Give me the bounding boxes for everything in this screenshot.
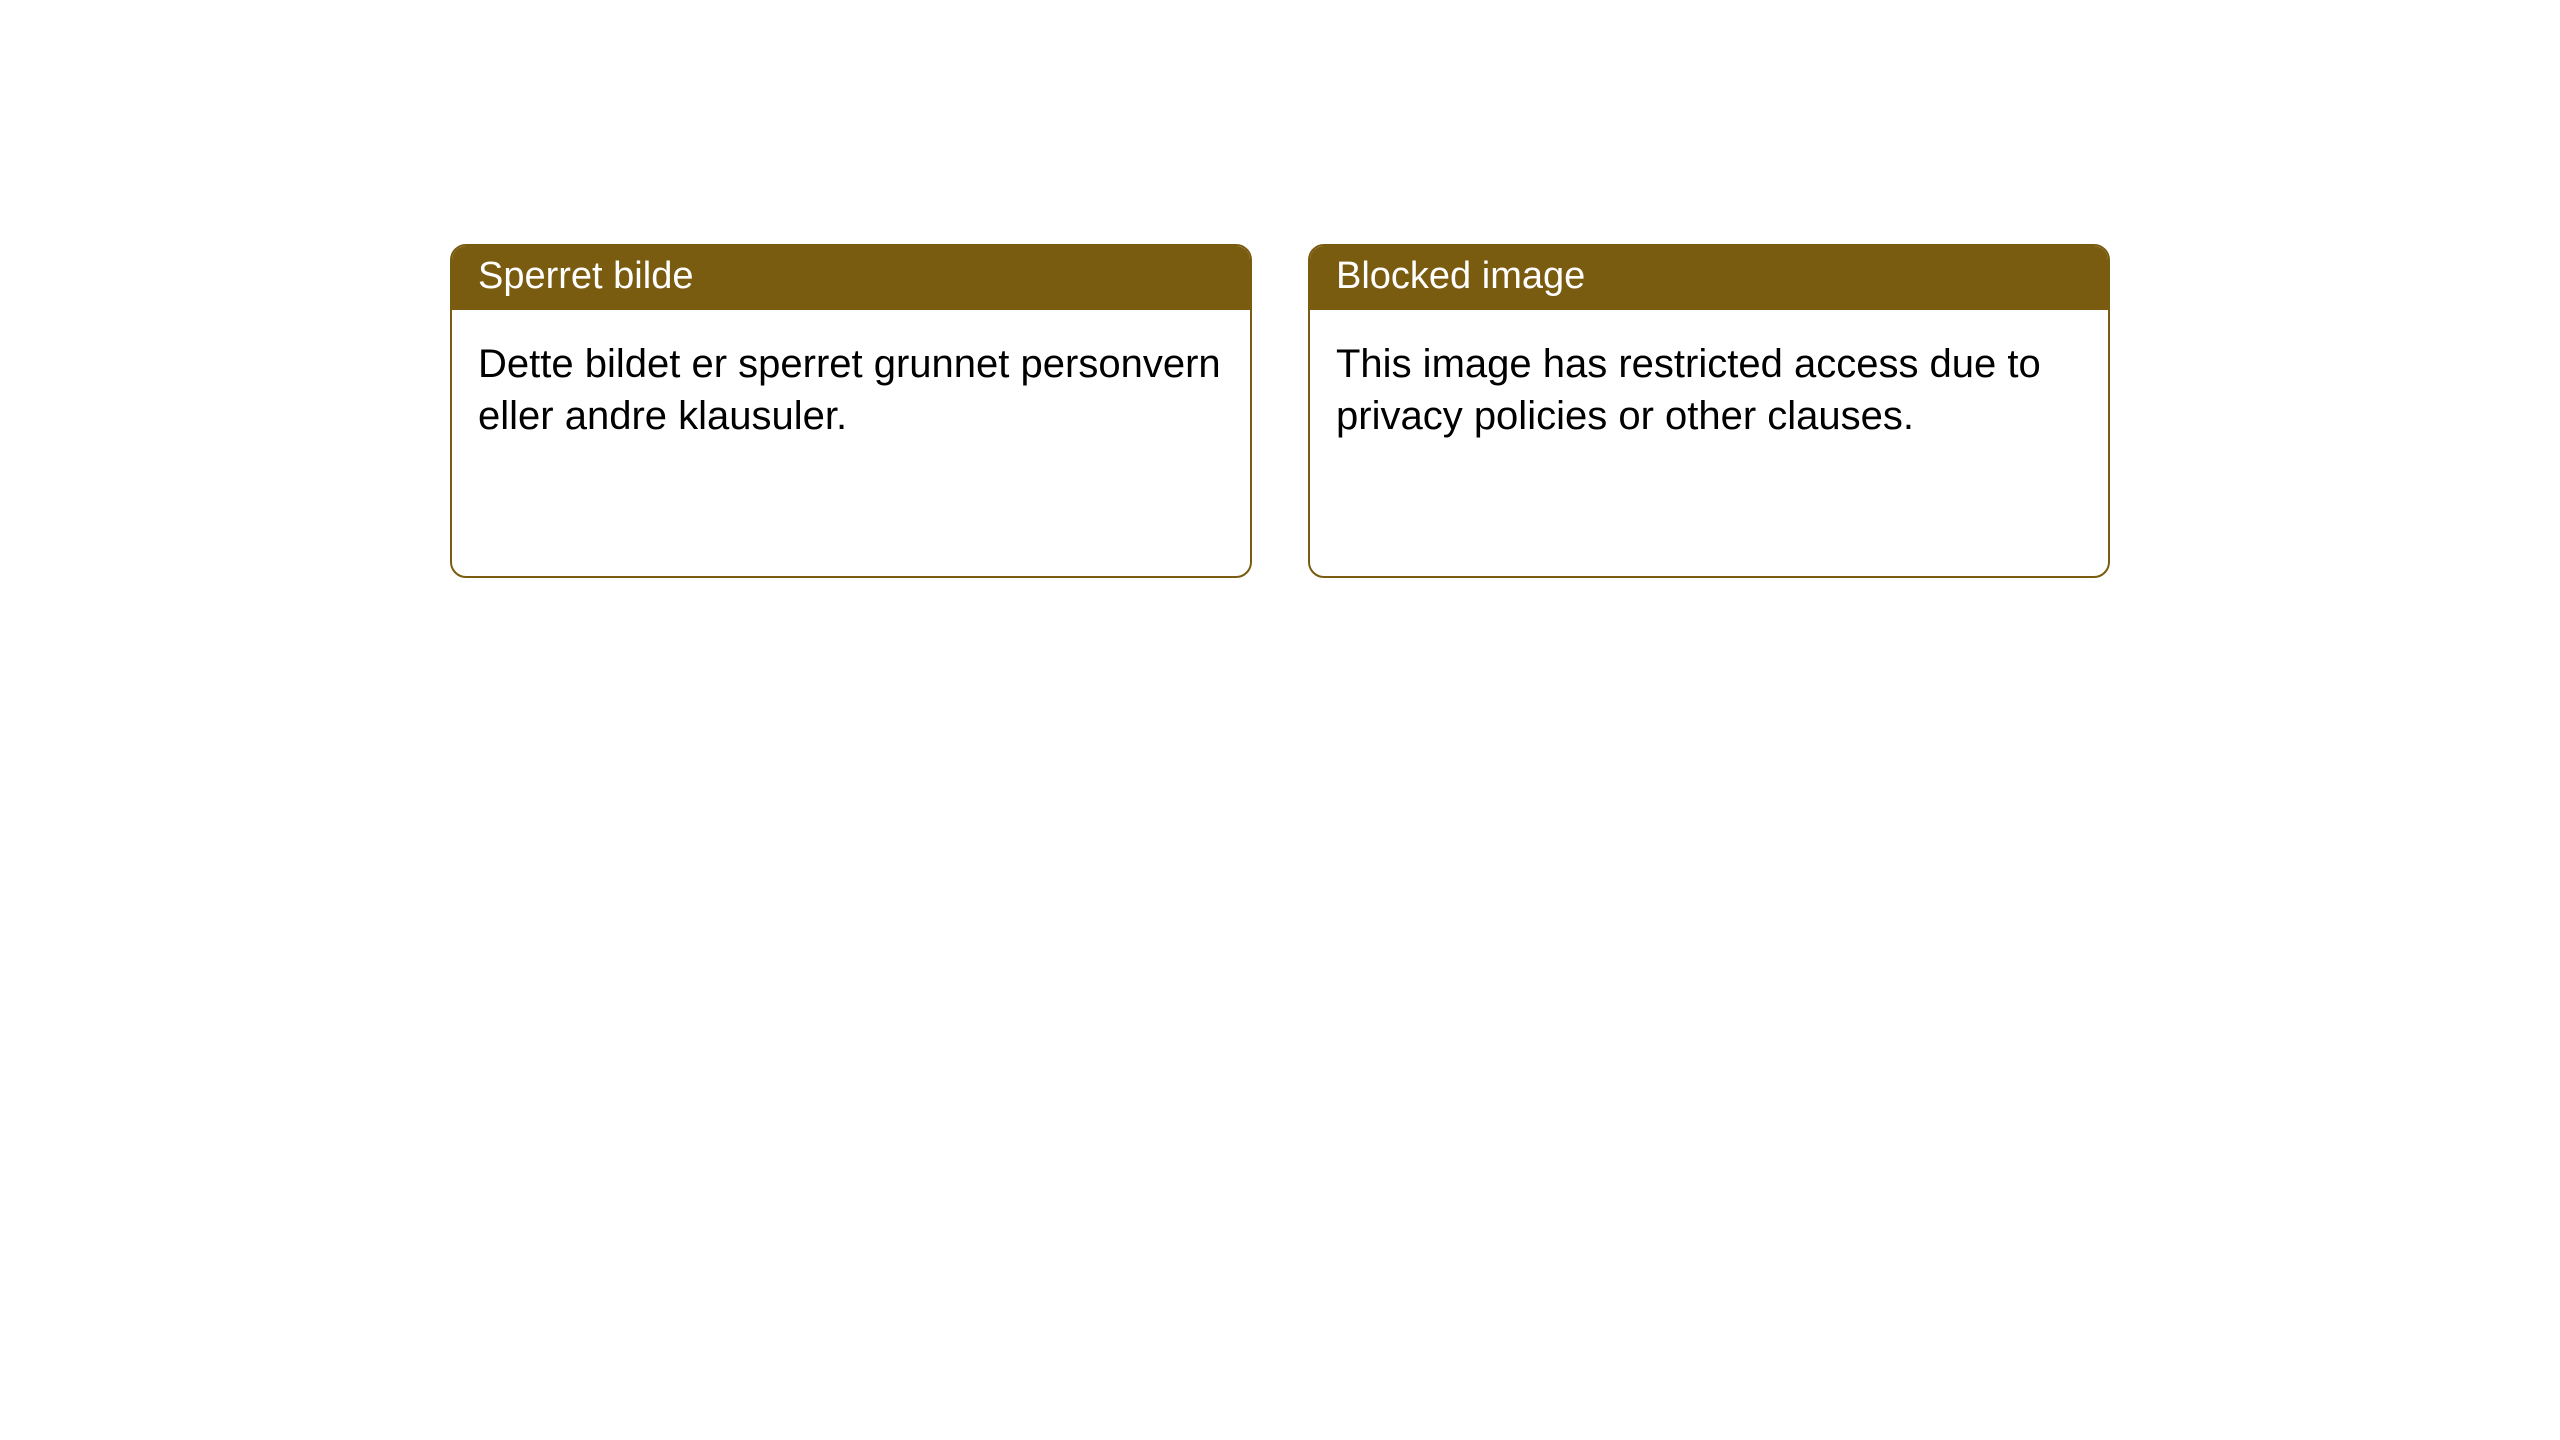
notice-body: Dette bildet er sperret grunnet personve…: [452, 310, 1250, 470]
notice-header: Blocked image: [1310, 246, 2108, 310]
notice-header: Sperret bilde: [452, 246, 1250, 310]
notice-card-norwegian: Sperret bilde Dette bildet er sperret gr…: [450, 244, 1252, 578]
notice-body: This image has restricted access due to …: [1310, 310, 2108, 470]
notice-cards-container: Sperret bilde Dette bildet er sperret gr…: [450, 244, 2560, 578]
notice-card-english: Blocked image This image has restricted …: [1308, 244, 2110, 578]
